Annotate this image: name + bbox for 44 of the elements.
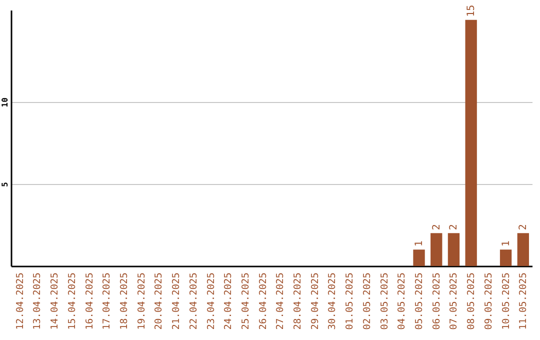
data-label: 2 (448, 224, 460, 230)
x-tick-label: 12.04.2025 (14, 272, 26, 330)
x-tick-label: 08.05.2025 (466, 272, 478, 330)
x-tick-label: 25.04.2025 (240, 272, 252, 330)
x-tick-label: 11.05.2025 (518, 272, 530, 330)
bar (413, 250, 425, 266)
bar (500, 250, 512, 266)
bar (448, 233, 460, 266)
x-tick-label: 06.05.2025 (431, 272, 442, 330)
data-label: 15 (466, 4, 478, 17)
x-tick-label: 22.04.2025 (188, 272, 200, 330)
data-label: 2 (431, 224, 442, 230)
x-tick-label: 09.05.2025 (483, 272, 494, 330)
x-tick-label: 21.04.2025 (171, 272, 182, 330)
x-tick-label: 15.04.2025 (66, 272, 78, 330)
x-tick-label: 26.04.2025 (258, 272, 269, 330)
x-tick-label: 17.04.2025 (102, 272, 113, 330)
x-tick-label: 13.04.2025 (32, 272, 44, 330)
bar (517, 233, 529, 266)
x-tick-label: 20.04.2025 (154, 272, 165, 330)
x-tick-label: 03.05.2025 (379, 272, 390, 330)
x-tick-label: 27.04.2025 (275, 272, 286, 330)
x-tick-label: 19.04.2025 (136, 272, 148, 330)
x-tick-label: 24.04.2025 (223, 272, 234, 330)
x-tick-label: 10.05.2025 (500, 272, 512, 330)
bar (430, 233, 442, 266)
y-tick-label: 10 (0, 97, 10, 108)
x-tick-label: 18.04.2025 (118, 272, 130, 330)
data-label: 2 (518, 224, 530, 230)
x-tick-label: 23.04.2025 (206, 272, 217, 330)
x-tick-label: 05.05.2025 (414, 272, 426, 330)
data-label: 1 (500, 240, 512, 247)
x-tick-label: 29.04.2025 (310, 272, 321, 330)
x-tick-label: 07.05.2025 (448, 272, 460, 330)
x-tick-label: 16.04.2025 (84, 272, 96, 330)
x-tick-label: 02.05.2025 (362, 272, 373, 330)
x-tick-label: 28.04.2025 (292, 272, 304, 330)
x-tick-label: 30.04.2025 (327, 272, 338, 330)
data-label: 1 (414, 240, 426, 247)
x-tick-label: 01.05.2025 (344, 272, 356, 330)
x-tick-label: 14.04.2025 (50, 272, 61, 330)
bar (465, 20, 477, 266)
x-tick-label: 04.05.2025 (396, 272, 408, 330)
y-tick-label: 5 (0, 182, 10, 187)
